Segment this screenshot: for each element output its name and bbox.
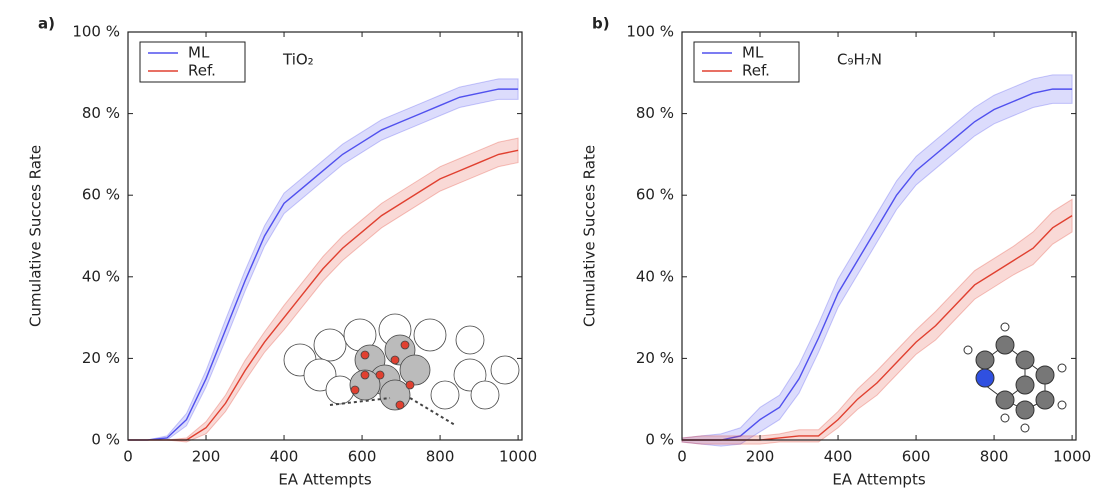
quinoline-illustration bbox=[963, 322, 1067, 433]
annotation: C₉H₇N bbox=[837, 51, 882, 69]
y-axis-label: Cumulative Succes Rate bbox=[27, 145, 45, 327]
x-tick-label: 0 bbox=[677, 448, 687, 466]
x-tick-label: 200 bbox=[746, 448, 775, 466]
x-tick-label: 1000 bbox=[1053, 448, 1091, 466]
line bbox=[128, 88, 519, 441]
x-tick-label: 600 bbox=[902, 448, 931, 466]
legend-label: ML bbox=[188, 44, 210, 62]
line bbox=[682, 88, 1073, 441]
x-tick-label: 800 bbox=[980, 448, 1009, 466]
error-band bbox=[681, 198, 1073, 445]
x-tick-label: 400 bbox=[824, 448, 853, 466]
y-tick-label: 80 % bbox=[636, 104, 674, 122]
tio2-illustration bbox=[283, 313, 520, 426]
y-axis-label: Cumulative Succes Rate bbox=[581, 145, 599, 327]
plot-frame bbox=[681, 31, 1077, 441]
y-tick-label: 40 % bbox=[82, 267, 120, 285]
x-tick-label: 1000 bbox=[499, 448, 537, 466]
charts: 0 % 20 % 40 % 60 % 80 % 100 % 0 200 400 600 800 100… bbox=[27, 15, 1092, 489]
y-tick-label: 100 % bbox=[626, 23, 674, 41]
legend-label: Ref. bbox=[188, 62, 216, 80]
panel: 0 % 20 % 40 % 60 % 80 % 100 % 0 200 400 600 800 100… bbox=[581, 15, 1092, 489]
y-tick-label: 60 % bbox=[636, 186, 674, 204]
panel-label: b) bbox=[592, 15, 610, 33]
y-tick-label: 0 % bbox=[645, 431, 674, 449]
y-tick-label: 20 % bbox=[82, 349, 120, 367]
panel-label: a) bbox=[38, 15, 55, 33]
x-axis-label: EA Attempts bbox=[832, 471, 926, 489]
x-tick-label: 600 bbox=[348, 448, 377, 466]
y-tick-label: 40 % bbox=[636, 267, 674, 285]
plot-frame bbox=[127, 31, 523, 441]
x-tick-label: 200 bbox=[192, 448, 221, 466]
error-band bbox=[681, 74, 1073, 447]
legend-label: Ref. bbox=[742, 62, 770, 80]
y-tick-label: 0 % bbox=[91, 431, 120, 449]
line bbox=[128, 149, 519, 441]
y-tick-label: 60 % bbox=[82, 186, 120, 204]
x-tick-label: 800 bbox=[426, 448, 455, 466]
annotation: TiO₂ bbox=[282, 51, 314, 69]
x-tick-label: 400 bbox=[270, 448, 299, 466]
x-axis-label: EA Attempts bbox=[278, 471, 372, 489]
y-tick-label: 100 % bbox=[72, 23, 120, 41]
y-tick-label: 80 % bbox=[82, 104, 120, 122]
panel: 0 % 20 % 40 % 60 % 80 % 100 % 0 200 400 600 800 100… bbox=[27, 15, 538, 489]
legend-box bbox=[693, 41, 800, 83]
x-tick-label: 0 bbox=[123, 448, 133, 466]
y-tick-label: 20 % bbox=[636, 349, 674, 367]
legend-label: ML bbox=[742, 44, 764, 62]
error-band bbox=[128, 137, 519, 443]
legend-box bbox=[139, 41, 246, 83]
